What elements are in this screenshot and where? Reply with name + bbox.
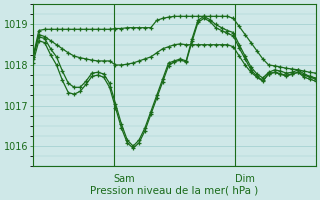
- Text: Dim: Dim: [235, 174, 255, 184]
- X-axis label: Pression niveau de la mer( hPa ): Pression niveau de la mer( hPa ): [90, 186, 259, 196]
- Text: Sam: Sam: [114, 174, 135, 184]
